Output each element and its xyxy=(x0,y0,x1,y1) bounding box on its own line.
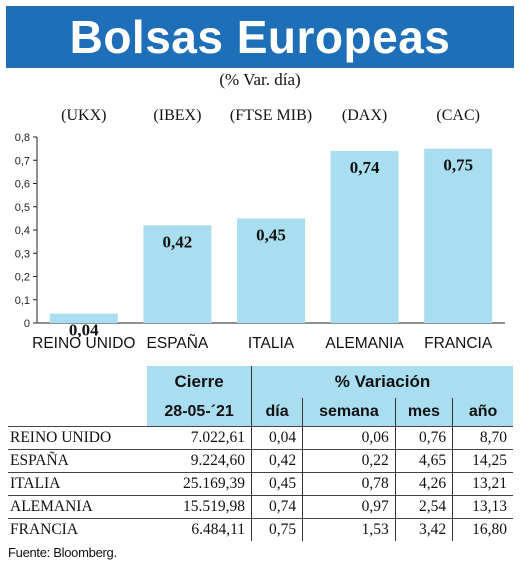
bar xyxy=(143,225,212,323)
row-name: REINO UNIDO xyxy=(8,426,148,450)
header-semana: semana xyxy=(302,398,396,427)
bar-value-label: 0,42 xyxy=(163,232,193,251)
row-semana: 0,78 xyxy=(302,472,396,496)
row-mes: 2,54 xyxy=(394,495,453,519)
y-tick-label: 0 xyxy=(24,318,30,330)
table-row: REINO UNIDO 7.022,61 0,04 0,06 0,76 8,70 xyxy=(8,426,513,450)
row-name: FRANCIA xyxy=(8,518,148,541)
category-label: ESPAÑA xyxy=(147,335,209,352)
row-ano: 8,70 xyxy=(452,426,513,450)
row-semana: 0,97 xyxy=(302,495,396,519)
category-label: ALEMANIA xyxy=(325,335,404,352)
row-dia: 0,04 xyxy=(251,426,303,450)
header-ano: año xyxy=(452,398,513,427)
header-mes: mes xyxy=(394,398,453,427)
bar xyxy=(49,313,118,323)
row-mes: 4,65 xyxy=(394,449,453,473)
row-cierre: 7.022,61 xyxy=(147,426,252,450)
bar xyxy=(330,150,399,323)
y-tick-label: 0,7 xyxy=(15,155,30,167)
row-ano: 13,21 xyxy=(452,472,513,496)
table-row: ALEMANIA 15.519,98 0,74 0,97 2,54 13,13 xyxy=(8,495,513,519)
index-label: (IBEX) xyxy=(153,107,201,124)
row-dia: 0,45 xyxy=(251,472,303,496)
index-label: (DAX) xyxy=(342,107,387,124)
chart-subtitle: (% Var. día) xyxy=(219,70,301,89)
y-tick-label: 0,2 xyxy=(15,272,30,284)
bar xyxy=(424,148,493,323)
index-label: (CAC) xyxy=(436,107,480,124)
row-dia: 0,42 xyxy=(251,449,303,473)
y-tick-label: 0,6 xyxy=(15,179,30,191)
row-name: ALEMANIA xyxy=(8,495,148,519)
row-mes: 0,76 xyxy=(394,426,453,450)
data-table: Cierre % Variación 28-05-´21 día semana … xyxy=(8,366,513,541)
bar-chart: 0 0,1 0,2 0,3 0,4 0,5 0,6 0,7 0,8 0,04 (UKX) REINO … xyxy=(15,107,505,352)
category-label: ITALIA xyxy=(248,335,295,352)
y-tick-label: 0,1 xyxy=(15,295,30,307)
row-name: ITALIA xyxy=(8,472,148,496)
table-header-row: Cierre % Variación xyxy=(8,366,513,398)
category-label: FRANCIA xyxy=(424,335,493,352)
index-label: (UKX) xyxy=(61,107,106,124)
table-row: ESPAÑA 9.224,60 0,42 0,22 4,65 14,25 xyxy=(8,449,513,473)
row-semana: 1,53 xyxy=(302,518,396,541)
row-cierre: 6.484,11 xyxy=(147,518,252,541)
row-dia: 0,75 xyxy=(251,518,303,541)
category-label: REINO UNIDO xyxy=(32,335,135,352)
row-cierre: 25.169,39 xyxy=(147,472,252,496)
row-cierre: 15.519,98 xyxy=(147,495,252,519)
row-semana: 0,06 xyxy=(302,426,396,450)
table-row: ITALIA 25.169,39 0,45 0,78 4,26 13,21 xyxy=(8,472,513,496)
row-name: ESPAÑA xyxy=(8,449,148,473)
bar xyxy=(237,218,305,323)
chart-title: Bolsas Europeas xyxy=(6,6,514,68)
row-ano: 16,80 xyxy=(452,518,513,541)
source-note: Fuente: Bloomberg. xyxy=(8,545,117,560)
bar-value-label: 0,74 xyxy=(350,158,380,177)
y-tick-label: 0,4 xyxy=(15,225,30,237)
row-mes: 3,42 xyxy=(394,518,453,541)
row-ano: 13,13 xyxy=(452,495,513,519)
row-ano: 14,25 xyxy=(452,449,513,473)
row-mes: 4,26 xyxy=(394,472,453,496)
header-dia: día xyxy=(251,398,303,427)
header-cierre: Cierre xyxy=(147,366,252,398)
header-variacion: % Variación xyxy=(251,366,513,398)
row-cierre: 9.224,60 xyxy=(147,449,252,473)
bar-value-label: 0,04 xyxy=(69,321,99,340)
bar-value-label: 0,45 xyxy=(256,225,286,244)
row-dia: 0,74 xyxy=(251,495,303,519)
bar-value-label: 0,75 xyxy=(443,156,473,175)
table-row: FRANCIA 6.484,11 0,75 1,53 3,42 16,80 xyxy=(8,518,513,541)
row-semana: 0,22 xyxy=(302,449,396,473)
table-subheader-row: 28-05-´21 día semana mes año xyxy=(8,398,513,427)
y-tick-label: 0,3 xyxy=(15,248,30,260)
y-tick-label: 0,5 xyxy=(15,202,30,214)
header-date: 28-05-´21 xyxy=(147,398,252,427)
index-label: (FTSE MIB) xyxy=(230,107,312,124)
y-tick-label: 0,8 xyxy=(15,132,30,144)
